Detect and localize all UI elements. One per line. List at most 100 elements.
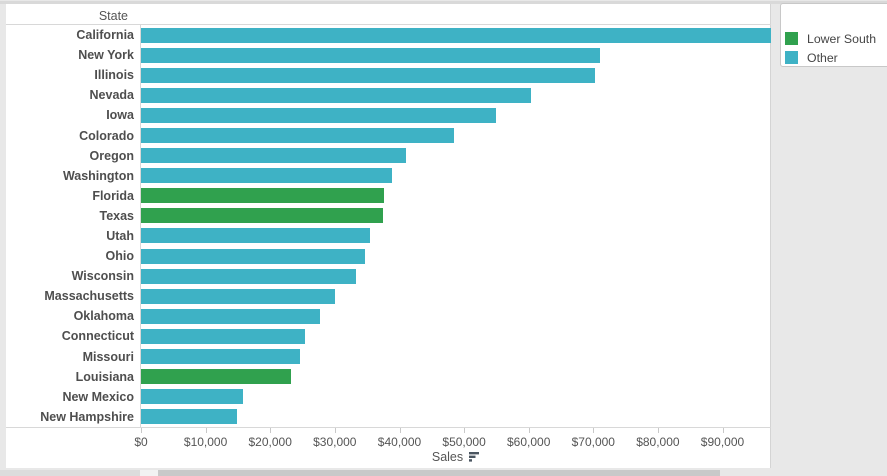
row-plot bbox=[141, 168, 771, 184]
scrollbar-thumb[interactable] bbox=[158, 470, 720, 476]
bar-new-mexico[interactable] bbox=[141, 389, 244, 405]
row-plot bbox=[141, 248, 771, 264]
bar-iowa[interactable] bbox=[141, 107, 496, 123]
table-row: New Mexico bbox=[6, 387, 771, 407]
legend-item-lower-south[interactable]: Lower South bbox=[785, 29, 887, 48]
bar-new-hampshire[interactable] bbox=[141, 409, 237, 425]
row-label-illinois[interactable]: Illinois bbox=[94, 68, 134, 83]
tick-label: $10,000 bbox=[183, 435, 228, 449]
row-label-new-york[interactable]: New York bbox=[78, 48, 134, 63]
table-row: Missouri bbox=[6, 347, 771, 367]
row-label-connecticut[interactable]: Connecticut bbox=[61, 329, 134, 344]
tick-label: $50,000 bbox=[442, 435, 486, 449]
row-label-nevada[interactable]: Nevada bbox=[89, 88, 134, 103]
row-label-wisconsin[interactable]: Wisconsin bbox=[71, 269, 134, 284]
bar-illinois[interactable] bbox=[141, 67, 595, 83]
bar-california[interactable] bbox=[141, 27, 771, 43]
row-plot bbox=[141, 208, 771, 224]
table-row: Oregon bbox=[6, 146, 771, 166]
bar-texas[interactable] bbox=[141, 208, 383, 224]
tick-mark bbox=[141, 428, 142, 433]
tick-label: $30,000 bbox=[313, 435, 357, 449]
row-plot bbox=[141, 148, 771, 164]
bar-washington[interactable] bbox=[141, 168, 393, 184]
row-label-utah[interactable]: Utah bbox=[106, 228, 134, 243]
row-label-california[interactable]: California bbox=[76, 28, 134, 43]
x-axis-title: Sales bbox=[141, 450, 771, 465]
table-row: Connecticut bbox=[6, 326, 771, 346]
bar-oregon[interactable] bbox=[141, 148, 406, 164]
tick-label: $90,000 bbox=[700, 435, 745, 449]
scrollbar-track-left bbox=[0, 470, 140, 476]
scrollbar-track[interactable] bbox=[140, 470, 158, 476]
row-label-new-mexico[interactable]: New Mexico bbox=[62, 389, 134, 404]
scrollbar-track-right bbox=[720, 470, 887, 476]
table-row: Massachusetts bbox=[6, 286, 771, 306]
row-label-massachusetts[interactable]: Massachusetts bbox=[44, 289, 134, 304]
row-label-new-hampshire[interactable]: New Hampshire bbox=[40, 409, 134, 424]
column-header-state[interactable]: State bbox=[98, 9, 128, 23]
bar-nevada[interactable] bbox=[141, 87, 531, 103]
row-label-missouri[interactable]: Missouri bbox=[82, 349, 134, 364]
row-label-florida[interactable]: Florida bbox=[92, 188, 134, 203]
row-label-oklahoma[interactable]: Oklahoma bbox=[73, 309, 134, 324]
sort-descending-icon[interactable] bbox=[469, 451, 480, 465]
tick-mark bbox=[464, 428, 466, 433]
tick-mark bbox=[270, 428, 272, 433]
window-top-border bbox=[0, 1, 887, 4]
bar-colorado[interactable] bbox=[141, 128, 454, 144]
legend-swatch bbox=[785, 32, 798, 45]
tick-mark bbox=[593, 428, 595, 433]
row-label-texas[interactable]: Texas bbox=[99, 208, 134, 223]
table-row: California bbox=[6, 25, 771, 45]
tick-label: $80,000 bbox=[636, 435, 680, 449]
bar-louisiana[interactable] bbox=[141, 369, 291, 385]
tick-mark bbox=[528, 428, 530, 433]
bar-florida[interactable] bbox=[141, 188, 384, 204]
rows: California New York Illinois Nevada Iowa Colo… bbox=[6, 25, 771, 427]
table-row: New York bbox=[6, 45, 771, 65]
row-label-iowa[interactable]: Iowa bbox=[106, 108, 134, 123]
row-plot bbox=[141, 389, 771, 405]
row-plot bbox=[141, 369, 771, 385]
table-row: Washington bbox=[6, 166, 771, 186]
row-label-colorado[interactable]: Colorado bbox=[79, 128, 134, 143]
legend-label: Other bbox=[807, 50, 838, 65]
row-label-oregon[interactable]: Oregon bbox=[89, 148, 134, 163]
legend-item-other[interactable]: Other bbox=[785, 48, 887, 67]
table-row: Oklahoma bbox=[6, 306, 771, 326]
table-row: Nevada bbox=[6, 85, 771, 105]
tick-mark bbox=[722, 428, 724, 433]
row-label-washington[interactable]: Washington bbox=[62, 168, 134, 183]
row-plot bbox=[141, 27, 771, 43]
x-axis-line bbox=[6, 427, 771, 428]
row-plot bbox=[141, 87, 771, 103]
bar-connecticut[interactable] bbox=[141, 328, 305, 344]
bar-ohio[interactable] bbox=[141, 248, 365, 264]
bar-massachusetts[interactable] bbox=[141, 288, 335, 304]
bar-oklahoma[interactable] bbox=[141, 308, 320, 324]
table-row: Wisconsin bbox=[6, 266, 771, 286]
row-plot bbox=[141, 47, 771, 63]
table-row: Louisiana bbox=[6, 367, 771, 387]
tick-label: $20,000 bbox=[248, 435, 292, 449]
row-plot bbox=[141, 328, 771, 344]
bar-utah[interactable] bbox=[141, 228, 370, 244]
row-plot bbox=[141, 107, 771, 123]
row-label-ohio[interactable]: Ohio bbox=[105, 249, 134, 264]
bar-new-york[interactable] bbox=[141, 47, 601, 63]
row-plot bbox=[141, 349, 771, 365]
table-row: Iowa bbox=[6, 105, 771, 125]
legend-swatch bbox=[785, 51, 798, 64]
x-axis-label[interactable]: Sales bbox=[431, 450, 464, 464]
bar-wisconsin[interactable] bbox=[141, 268, 356, 284]
row-plot bbox=[141, 67, 771, 83]
bar-missouri[interactable] bbox=[141, 349, 300, 365]
row-label-louisiana[interactable]: Louisiana bbox=[75, 369, 134, 384]
row-plot bbox=[141, 288, 771, 304]
table-row: Colorado bbox=[6, 125, 771, 145]
table-row: Texas bbox=[6, 206, 771, 226]
row-plot bbox=[141, 188, 771, 204]
chart-pane: State California New York Illinois Nevada Io… bbox=[6, 4, 771, 468]
